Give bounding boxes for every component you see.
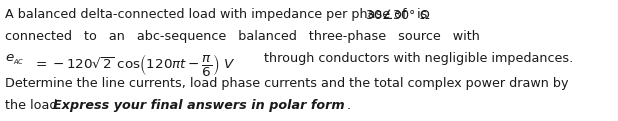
Text: Express your final answers in polar form: Express your final answers in polar form <box>53 99 345 112</box>
Text: through conductors with negligible impedances.: through conductors with negligible imped… <box>260 52 574 65</box>
Text: A balanced delta-connected load with impedance per phase of: A balanced delta-connected load with imp… <box>5 8 410 21</box>
Text: the load.: the load. <box>5 99 66 112</box>
Text: connected   to   an   abc-sequence   balanced   three-phase   source   with: connected to an abc-sequence balanced th… <box>5 30 480 43</box>
Text: .: . <box>347 99 351 112</box>
Text: $30\angle30°\ \Omega$: $30\angle30°\ \Omega$ <box>365 8 431 22</box>
Text: $e_{_{AC}}$: $e_{_{AC}}$ <box>5 52 25 67</box>
Text: Determine the line currents, load phase currents and the total complex power dra: Determine the line currents, load phase … <box>5 77 569 90</box>
Text: $= -120\sqrt{2}\ \cos\!\left(120\pi t - \dfrac{\pi}{6}\right)\ V$: $= -120\sqrt{2}\ \cos\!\left(120\pi t - … <box>33 52 235 78</box>
Text: is: is <box>413 8 428 21</box>
